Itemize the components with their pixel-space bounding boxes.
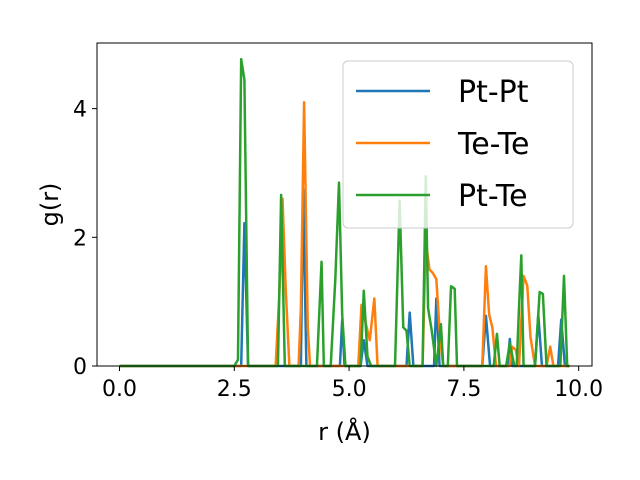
plot-frame [96, 42, 593, 367]
x-axis: 0.0 2.5 5.0 7.5 10.0 [102, 366, 603, 402]
legend-frame [342, 60, 574, 229]
x-tick-label: 7.5 [446, 377, 481, 402]
y-tick-label: 4 [73, 98, 87, 123]
y-axis: 0 2 4 [73, 98, 97, 380]
x-tick-label: 2.5 [217, 377, 252, 402]
legend-label-pt-pt: Pt-Pt [458, 75, 529, 110]
y-axis-label: g(r) [36, 183, 64, 227]
legend-label-te-te: Te-Te [457, 127, 529, 162]
x-tick-label: 5.0 [332, 377, 367, 402]
legend-label-pt-te: Pt-Te [458, 179, 528, 214]
series-line-te-te [119, 100, 570, 368]
y-tick-label: 0 [73, 355, 87, 380]
legend: Pt-Pt Te-Te Pt-Te [342, 60, 574, 229]
x-axis-label: r (Å) [318, 417, 371, 446]
x-tick-label: 0.0 [102, 377, 137, 402]
y-tick-label: 2 [73, 226, 87, 251]
x-tick-label: 10.0 [554, 377, 603, 402]
